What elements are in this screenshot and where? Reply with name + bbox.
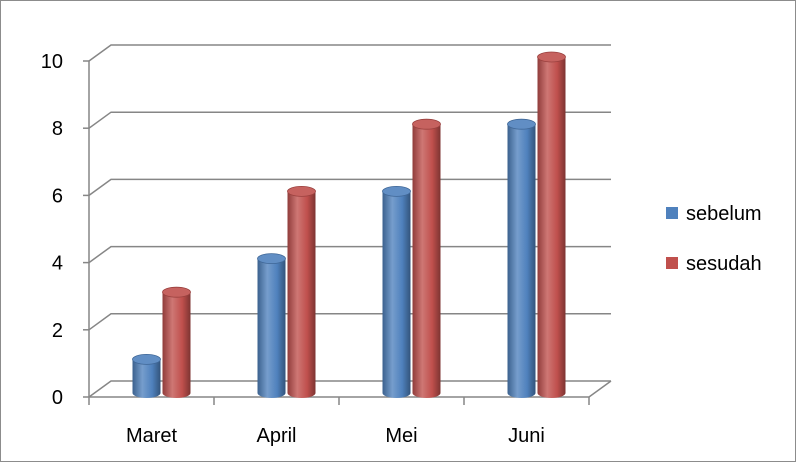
bar-top	[537, 51, 566, 63]
bar-top	[132, 353, 161, 365]
axes	[83, 60, 612, 405]
legend-label: sesudah	[686, 253, 762, 275]
bar	[132, 359, 161, 398]
gridlines	[88, 44, 611, 398]
bar-top	[287, 185, 316, 197]
y-axis-tick-labels: 0 2 4 6 8 10	[41, 51, 63, 409]
bar-top	[507, 118, 536, 130]
y-tick-label: 6	[52, 185, 63, 207]
legend: sebelum sesudah	[666, 203, 762, 275]
x-tick-label: April	[256, 425, 296, 447]
bar-top	[257, 253, 286, 265]
y-tick-label: 2	[52, 320, 63, 342]
y-tick-label: 8	[52, 118, 63, 140]
x-axis-tick-labels: Maret April Mei Juni	[126, 425, 545, 447]
x-tick-label: Maret	[126, 425, 178, 447]
x-tick-label: Juni	[508, 425, 545, 447]
bars	[132, 51, 566, 398]
bar	[162, 292, 191, 398]
bar	[287, 191, 316, 398]
gridline	[88, 245, 611, 264]
gridline	[88, 44, 611, 62]
legend-swatch	[666, 257, 678, 269]
bar	[507, 124, 536, 398]
bar	[257, 258, 286, 398]
gridline	[88, 380, 611, 398]
bar-top	[382, 185, 411, 197]
y-tick-label: 10	[41, 51, 63, 73]
y-tick-label: 0	[52, 387, 63, 409]
y-tick-label: 4	[52, 253, 63, 275]
gridline	[88, 178, 611, 197]
bar-top	[412, 118, 441, 130]
x-tick-label: Mei	[385, 425, 417, 447]
bar	[537, 57, 566, 398]
legend-label: sebelum	[686, 203, 762, 225]
bar	[412, 124, 441, 398]
legend-swatch	[666, 207, 678, 219]
gridline	[88, 313, 611, 331]
gridline	[88, 111, 611, 129]
bar-top	[162, 286, 191, 298]
bar	[382, 191, 411, 398]
